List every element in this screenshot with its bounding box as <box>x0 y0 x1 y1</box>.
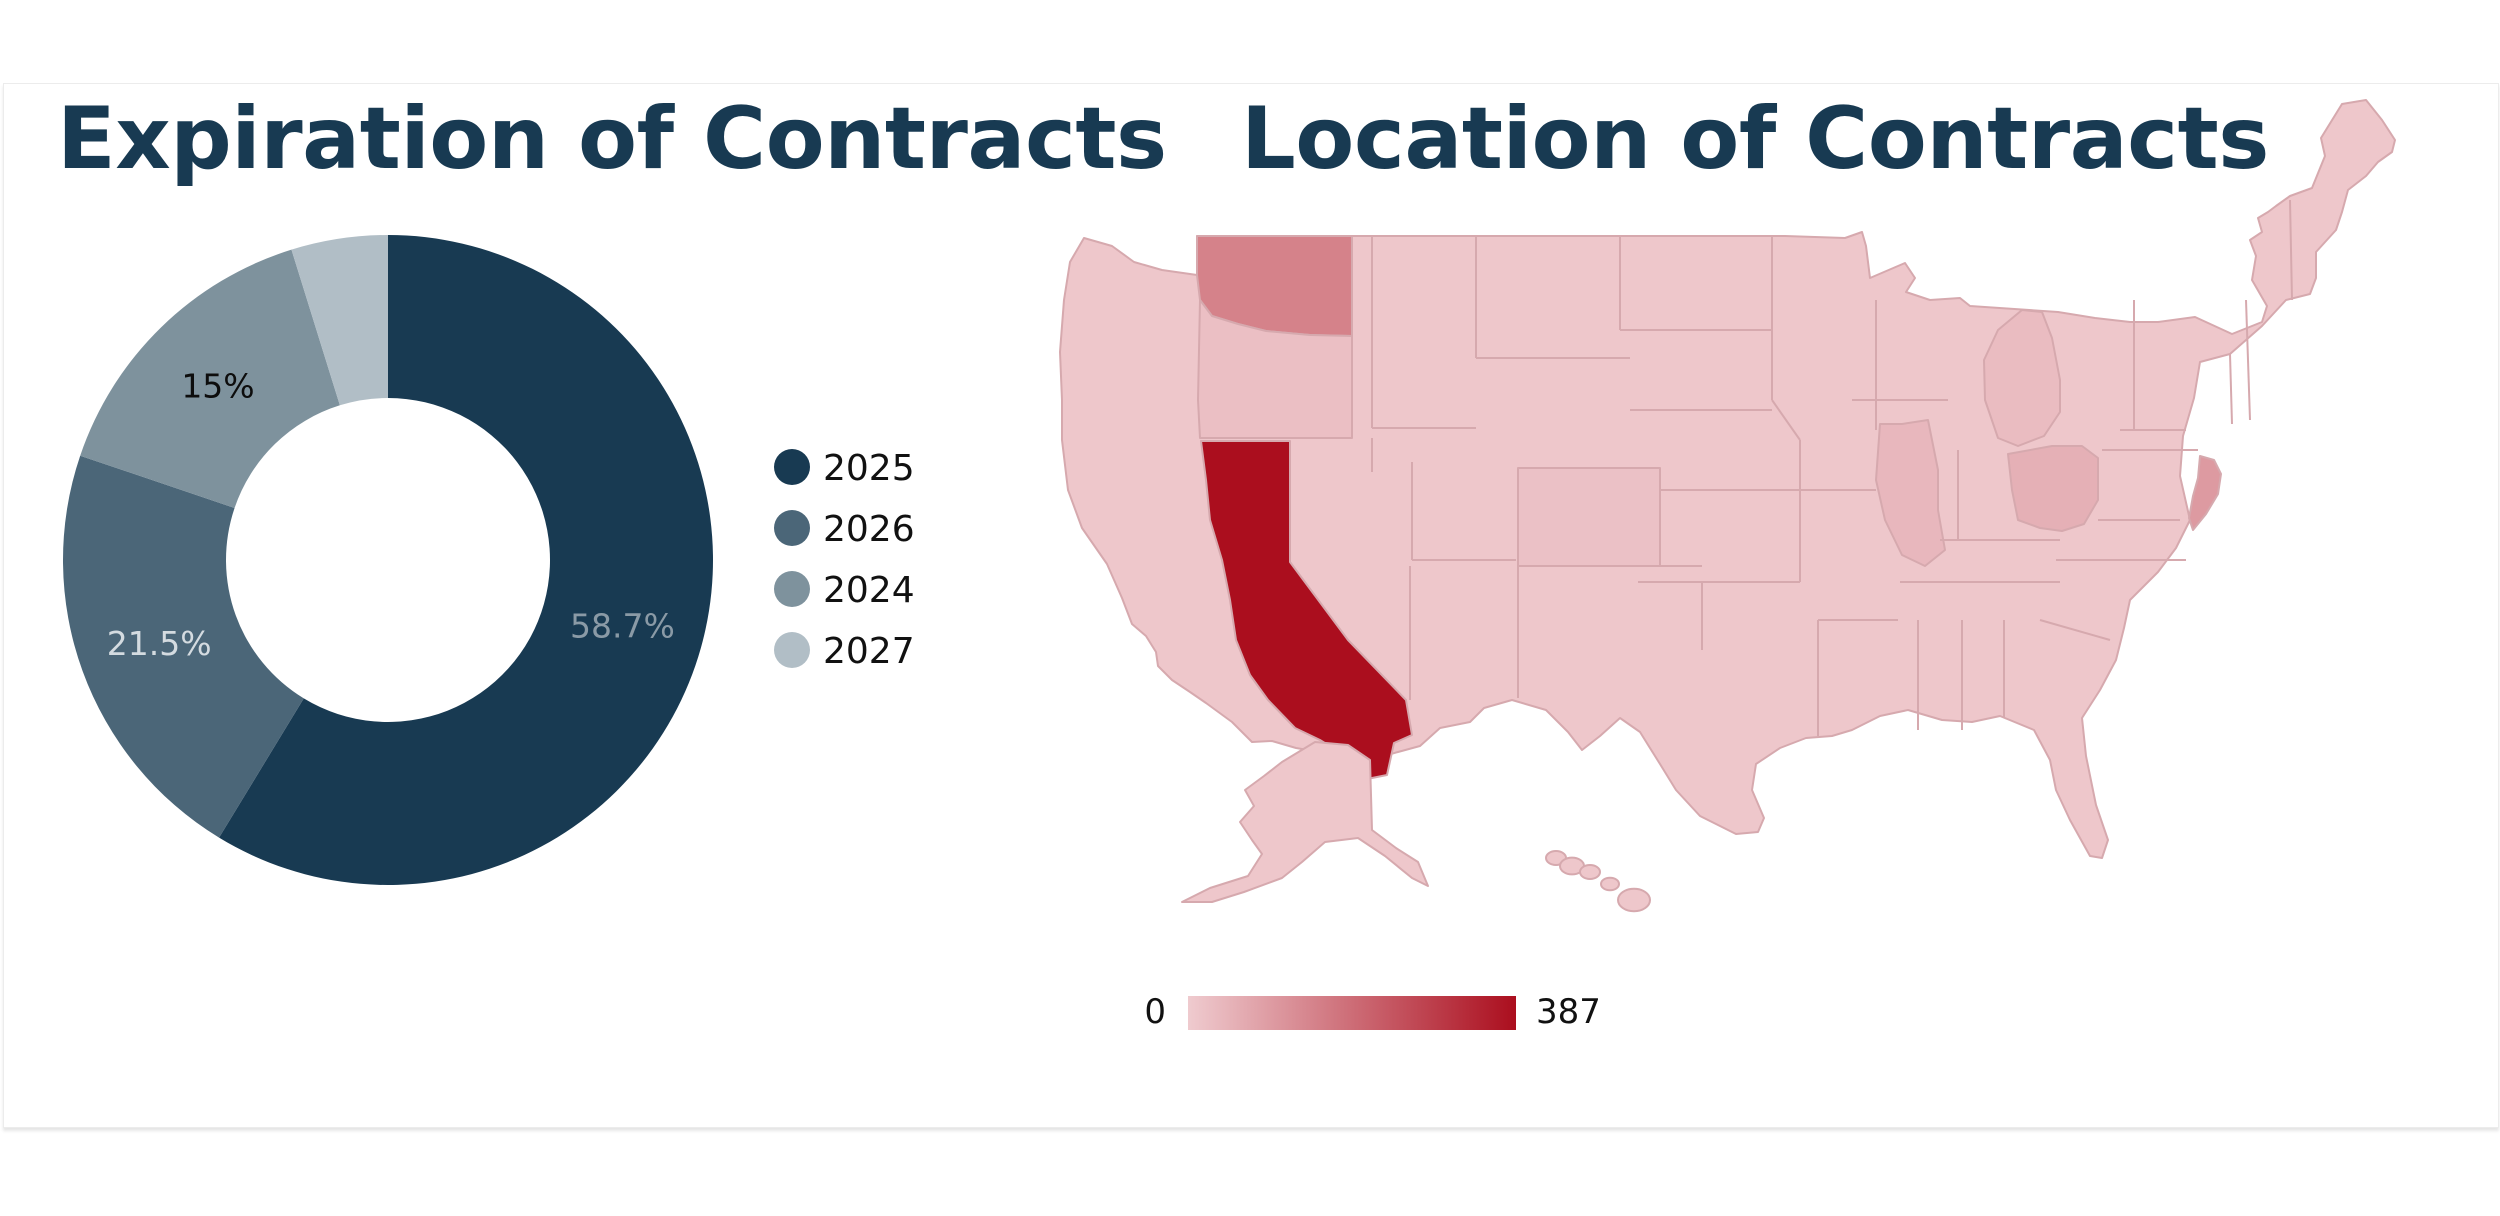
legend-marker <box>774 510 810 546</box>
state-HI[interactable] <box>1600 876 1620 892</box>
donut-legend: 2025 2026 2024 2027 <box>774 448 915 672</box>
map-chart-title: Location of Contracts <box>1241 89 2269 189</box>
state-OH[interactable] <box>2007 445 2099 532</box>
donut-slice-label: 21.5% <box>107 624 212 663</box>
us-map <box>1059 99 2396 913</box>
donut-slice-2025[interactable] <box>219 235 714 886</box>
state-HI[interactable] <box>1579 864 1601 880</box>
donut-slice-label: 15% <box>181 367 254 406</box>
donut-slice-2027[interactable] <box>291 235 388 406</box>
state-border <box>2245 299 2251 421</box>
state-border <box>1771 399 1801 441</box>
state-OR[interactable] <box>1197 299 1353 439</box>
donut-slice-2026[interactable] <box>63 455 304 838</box>
state-MI[interactable] <box>1983 309 2061 447</box>
legend-item-2026[interactable]: 2026 <box>774 509 915 550</box>
state-NJ[interactable] <box>2188 455 2222 531</box>
legend-item-2024[interactable]: 2024 <box>774 570 915 611</box>
state-border <box>2229 353 2233 425</box>
state-IL[interactable] <box>1875 419 1946 567</box>
state-CO[interactable] <box>1517 467 1661 567</box>
legend-marker <box>774 449 810 485</box>
legend-item-2027[interactable]: 2027 <box>774 631 915 672</box>
legend-label: 2026 <box>823 509 915 550</box>
legend-marker <box>774 632 810 668</box>
scale-max-label: 387 <box>1536 992 1601 1032</box>
legend-item-2025[interactable]: 2025 <box>774 448 915 489</box>
state-US-base[interactable] <box>1059 99 2396 859</box>
donut-chart-title: Expiration of Contracts <box>57 89 1167 189</box>
donut-chart: 58.7% 21.5% 15% <box>63 235 714 886</box>
donut-slice-2024[interactable] <box>80 249 340 509</box>
scale-min-label: 0 <box>1144 992 1166 1032</box>
state-AK[interactable] <box>1181 741 1429 903</box>
state-border <box>2039 619 2111 641</box>
color-scale-bar <box>1188 996 1516 1030</box>
legend-label: 2024 <box>823 570 915 611</box>
legend-marker <box>774 571 810 607</box>
state-HI[interactable] <box>1617 887 1651 913</box>
legend-label: 2025 <box>823 448 915 489</box>
legend-label: 2027 <box>823 631 915 672</box>
donut-slice-label: 58.7% <box>570 607 675 646</box>
map-color-scale: 0 387 <box>1144 992 1601 1032</box>
state-border <box>2289 199 2293 301</box>
